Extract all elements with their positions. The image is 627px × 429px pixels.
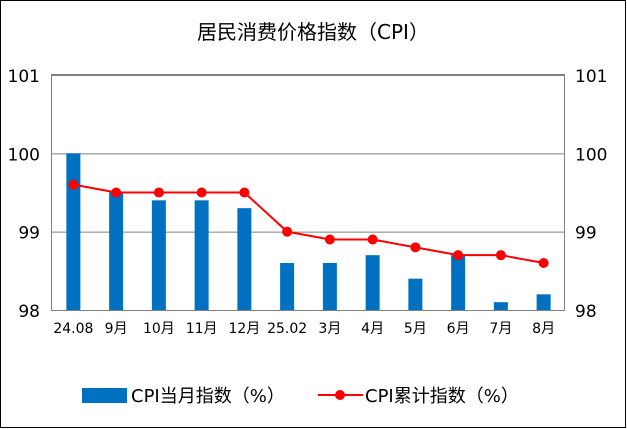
x-tick-label: 10月 [143,321,175,337]
legend: CPI当月指数（%） CPI累计指数（%） [82,386,519,407]
series-line [73,183,544,264]
legend-line-label: CPI累计指数（%） [365,386,519,407]
y2-tick-label: 100 [575,145,607,165]
line-point [453,250,464,261]
y-tick-label: 99 [18,224,40,244]
line-point [324,234,335,245]
line-series [68,179,549,268]
x-tick-label: 7月 [489,321,512,337]
bar [237,208,252,310]
bar [151,200,166,310]
y2-tick-label: 98 [575,302,597,322]
chart-title: 居民消费价格指数（CPI） [197,20,429,44]
y2-tick-label: 101 [575,67,607,87]
x-tick-label: 24.08 [53,321,93,337]
line-point [282,226,293,237]
line-point [111,187,122,198]
bar [408,278,423,310]
x-tick-label: 12月 [228,321,260,337]
x-tick-label: 9月 [105,321,128,337]
bar [451,255,466,310]
line-point [410,242,421,253]
bar [194,200,209,310]
x-tick-label: 25.02 [267,321,307,337]
bar [109,192,124,310]
bar [280,263,295,310]
y2-tick-label: 99 [575,224,597,244]
line-point [68,179,79,190]
bar-series [66,153,551,310]
x-axis-ticks: 24.08 9月 10月 11月 12月 25.02 3月 4月 5月 6月 7月 8月 [53,321,555,337]
x-tick-label: 3月 [318,321,341,337]
line-point [367,234,378,245]
x-tick-label: 4月 [361,321,384,337]
y2-axis-ticks: 98 99 100 101 [575,67,607,322]
line-point [239,187,250,198]
bar [365,255,380,310]
line-point [153,187,164,198]
line-point [538,258,549,268]
x-tick-label: 6月 [447,321,470,337]
y-tick-label: 98 [18,302,40,322]
x-tick-label: 11月 [186,321,218,337]
bar [536,294,551,310]
legend-bar-label: CPI当月指数（%） [131,386,285,407]
legend-bar-swatch [82,388,127,403]
bar [322,263,337,310]
line-point [495,250,506,261]
plot-area-border [51,74,565,311]
legend-line-marker [335,390,345,400]
line-point [196,187,207,198]
y-tick-label: 101 [8,67,40,87]
y-axis-ticks: 98 99 100 101 [8,67,40,322]
y-tick-label: 100 [8,145,40,165]
bar [493,302,508,310]
bar [66,153,81,310]
x-tick-label: 5月 [404,321,427,337]
x-tick-label: 8月 [532,321,555,337]
